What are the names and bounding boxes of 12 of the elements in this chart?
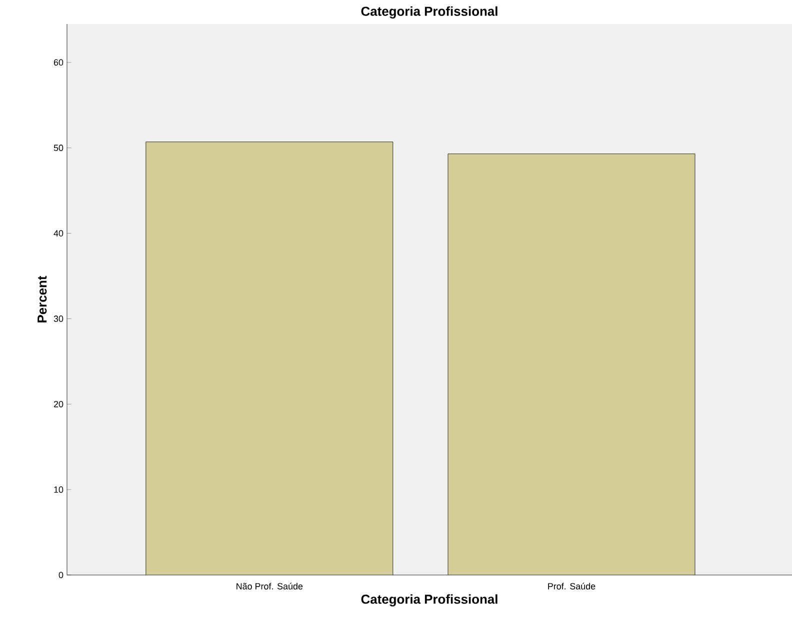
y-tick-label: 10 xyxy=(54,486,64,493)
x-axis-title: Categoria Profissional xyxy=(361,594,498,606)
chart-title: Categoria Profissional xyxy=(361,6,498,18)
y-tick-label: 30 xyxy=(54,316,64,322)
y-tick-label: 50 xyxy=(54,144,64,152)
y-tick-label: 40 xyxy=(54,230,64,236)
y-tick-label: 60 xyxy=(54,59,64,66)
y-axis-title: Percent xyxy=(38,276,47,322)
y-tick-label: 20 xyxy=(54,400,64,408)
y-tick-label: 0 xyxy=(58,572,64,578)
x-tick-label: Não Prof. Saúde xyxy=(236,582,303,590)
x-tick-label: Prof. Saúde xyxy=(548,582,596,590)
